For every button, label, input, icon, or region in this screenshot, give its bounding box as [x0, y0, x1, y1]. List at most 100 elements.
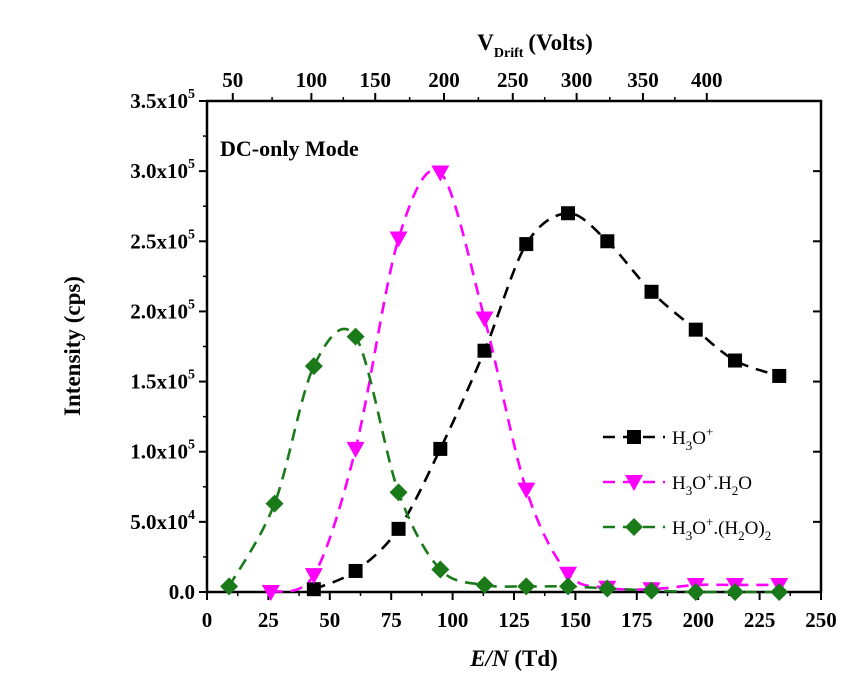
y-tick-mantissa: 3.5x10	[130, 89, 188, 113]
data-point	[644, 284, 659, 299]
y-tick-mantissa: 5.0x10	[130, 510, 188, 534]
data-point	[688, 322, 703, 337]
top-tick-label: 350	[627, 68, 659, 92]
top-tick-label: 250	[497, 68, 529, 92]
legend-label-part: O	[692, 473, 706, 494]
series-1	[261, 165, 789, 601]
data-point	[261, 585, 280, 601]
x-axis: 0 25 50 75 100 125 150 175 200 225 250	[202, 592, 837, 632]
data-point	[598, 579, 617, 598]
y-tick-mantissa: 3.0x10	[130, 159, 188, 183]
legend-label-part: H	[672, 428, 686, 449]
data-point	[346, 441, 365, 458]
data-point	[431, 560, 450, 579]
y-tick-exponent: 5	[188, 157, 195, 172]
annotation-label: DC-only Mode	[220, 136, 359, 161]
y-tick-exponent: 5	[188, 87, 195, 102]
y-tick-label: 2.0x105	[130, 297, 195, 323]
y-tick-exponent: 5	[188, 438, 195, 453]
x-axis-title: E/N (Td)	[469, 646, 558, 671]
data-point	[348, 563, 363, 578]
top-tick-label: 400	[691, 68, 723, 92]
y-tick-label: 3.5x105	[130, 87, 195, 113]
series-0	[306, 206, 787, 597]
y-tick-label: 3.0x105	[130, 157, 195, 183]
x-tick-label: 150	[560, 608, 592, 632]
legend-label-part: O	[692, 518, 706, 539]
legend-label-part: O	[692, 428, 706, 449]
legend-label-part: O)	[745, 518, 765, 539]
data-point	[559, 577, 578, 596]
y-tick-mantissa: 2.0x10	[130, 299, 188, 323]
top-tick-label: 200	[428, 68, 460, 92]
legend-label-part: 3	[686, 483, 693, 498]
data-point	[306, 582, 321, 597]
legend-label: H3O+	[672, 424, 713, 453]
top-tick-label: 150	[359, 68, 391, 92]
y-tick-label: 5.0x104	[130, 508, 195, 534]
y-tick-mantissa: 1.5x10	[130, 370, 188, 394]
legend-label-part: 2	[732, 483, 739, 498]
y-tick-label: 1.0x105	[130, 438, 195, 464]
x-tick-label: 250	[805, 608, 837, 632]
data-point	[600, 234, 615, 249]
y-axis: 0.05.0x1041.0x1051.5x1052.0x1052.5x1053.…	[130, 87, 821, 604]
data-point	[304, 568, 323, 585]
y-tick-label: 1.5x105	[130, 368, 195, 394]
y-tick-exponent: 5	[188, 297, 195, 312]
data-point	[770, 583, 789, 601]
y-tick-exponent: 5	[188, 368, 195, 383]
data-point	[389, 483, 408, 502]
legend-label-part: O	[738, 473, 752, 494]
legend-label-part: 3	[686, 438, 693, 453]
data-point	[220, 577, 239, 596]
y-tick-label: 2.5x105	[130, 227, 195, 253]
legend-label-part: +	[706, 424, 713, 439]
data-point	[475, 575, 494, 594]
legend-label-part: 3	[686, 528, 693, 543]
x-tick-label: 175	[621, 608, 653, 632]
legend-marker	[625, 518, 643, 536]
data-point	[265, 494, 284, 513]
series-layer	[220, 165, 789, 601]
data-point	[726, 583, 745, 601]
data-point	[391, 521, 406, 536]
y-axis-title: Intensity (cps)	[60, 276, 85, 416]
x-tick-label: 100	[437, 608, 469, 632]
legend-label-part: 2	[765, 528, 772, 543]
data-point	[728, 353, 743, 368]
data-point	[389, 231, 408, 248]
data-point	[477, 343, 492, 358]
data-point	[686, 583, 705, 601]
data-point	[433, 441, 448, 456]
legend-label-part: H	[672, 518, 686, 539]
top-tick-label: 50	[222, 68, 243, 92]
legend-label-part: H	[672, 473, 686, 494]
y-tick-exponent: 5	[188, 227, 195, 242]
x-tick-label: 50	[319, 608, 340, 632]
x-tick-label: 200	[682, 608, 714, 632]
data-point	[517, 482, 536, 499]
data-point	[642, 581, 661, 600]
data-point	[304, 357, 323, 376]
legend-marker	[627, 430, 641, 444]
legend-label-part: .(H	[713, 518, 738, 539]
series-line	[313, 211, 780, 591]
series-line	[227, 327, 780, 594]
legend-marker	[625, 475, 643, 491]
x-tick-label: 125	[498, 608, 530, 632]
y-tick-mantissa: 1.0x10	[130, 440, 188, 464]
data-point	[519, 237, 534, 252]
top-tick-label: 100	[296, 68, 328, 92]
x-tick-label: 25	[258, 608, 279, 632]
legend-label-part: 2	[738, 528, 745, 543]
top-axis-title: VDrift (Volts)	[477, 30, 593, 61]
legend-label-part: +	[706, 469, 713, 484]
legend-label: H3O+.H2O	[672, 469, 752, 498]
series-2	[220, 327, 789, 601]
y-tick-label: 0.0	[169, 580, 195, 604]
data-point	[772, 368, 787, 383]
x-tick-label: 75	[381, 608, 402, 632]
legend-label-part: +	[706, 514, 713, 529]
